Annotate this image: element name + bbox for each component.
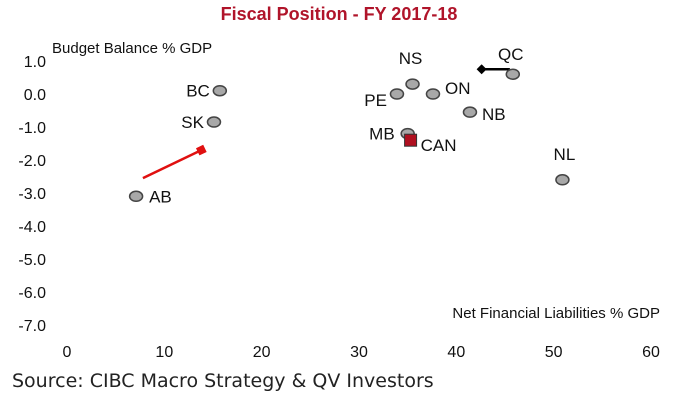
point-nl [555,174,570,186]
point-can [404,133,418,147]
point-label-qc: QC [498,45,524,64]
point-ab [128,190,144,203]
point-label-can: CAN [421,136,457,155]
x-tick-label: 40 [447,344,465,361]
trend-arrow-red [142,144,207,180]
point-on [425,88,441,100]
point-nb [462,106,478,118]
point-label-nb: NB [482,105,506,124]
y-tick-label: -7.0 [18,318,46,335]
point-bc [212,84,228,97]
x-tick-label: 60 [642,344,660,361]
point-qc [505,68,521,80]
point-pe [389,88,405,100]
point-label-sk: SK [181,113,204,132]
x-tick-label: 10 [155,344,173,361]
x-tick-label: 30 [350,344,368,361]
point-label-mb: MB [369,125,395,144]
x-tick-label: 0 [63,344,72,361]
x-tick-label: 50 [545,344,563,361]
y-axis-label: Budget Balance % GDP [52,40,212,57]
point-label-ab: AB [149,187,172,206]
point-label-ns: NS [399,49,423,68]
chart-title: Fiscal Position - FY 2017-18 [220,4,458,24]
point-label-nl: NL [554,145,576,164]
y-tick-label: -1.0 [18,120,46,137]
y-tick-label: -2.0 [18,153,46,170]
point-label-on: ON [445,79,471,98]
y-tick-label: -5.0 [18,252,46,269]
y-tick-label: -4.0 [18,219,46,236]
x-axis-label: Net Financial Liabilities % GDP [452,305,660,322]
y-tick-label: 0.0 [24,87,46,104]
y-tick-label: -6.0 [18,285,46,302]
point-label-bc: BC [186,82,210,101]
x-tick-label: 20 [253,344,271,361]
point-sk [206,116,222,128]
y-tick-label: -3.0 [18,186,46,203]
scatter-chart: 1.0 0.0 -1.0 -2.0 -3.0 -4.0 -5.0 -6.0 -7.0 0 10 20… [18,40,660,361]
point-label-pe: PE [364,91,387,110]
source-note: Source: CIBC Macro Strategy & QV Investo… [12,370,434,392]
y-tick-label: 1.0 [24,54,46,71]
point-ns [405,78,420,90]
